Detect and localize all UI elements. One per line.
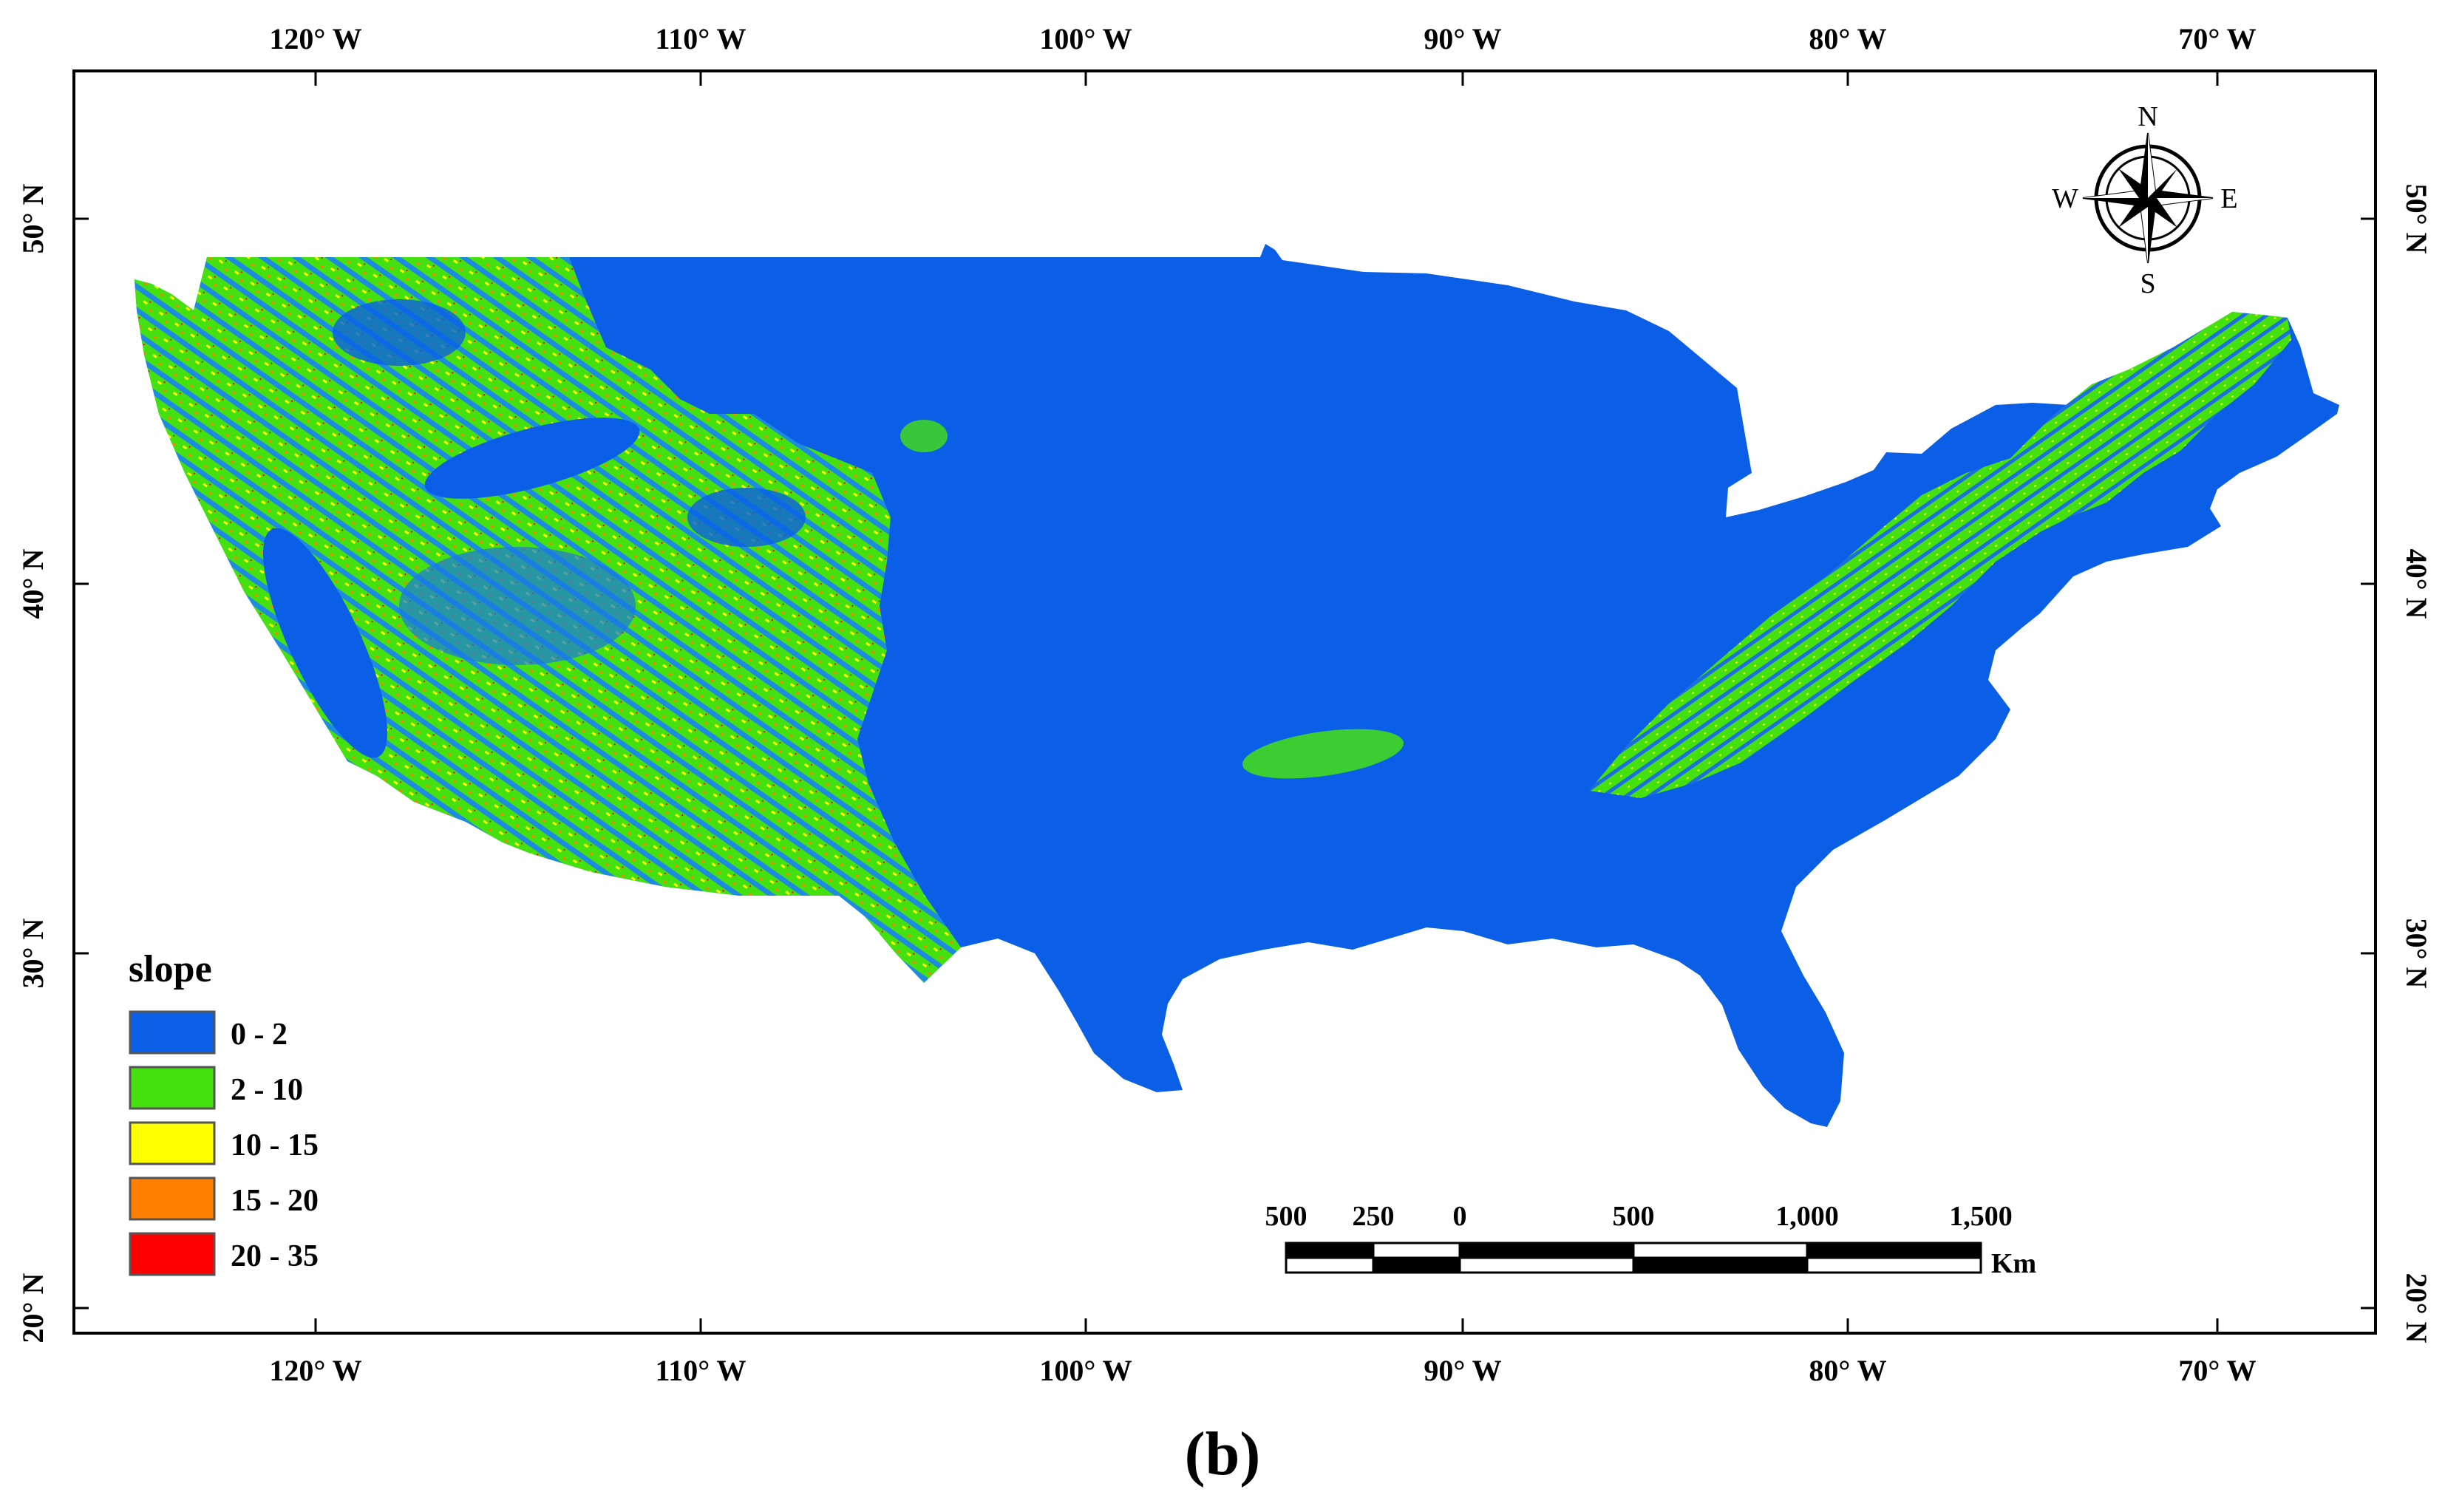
lon-label-90w-top: 90° W [1424, 22, 1501, 55]
legend-item: 15 - 20 [129, 1176, 319, 1221]
lon-label-100w-bottom: 100° W [1039, 1354, 1132, 1387]
lon-label-90w-bottom: 90° W [1424, 1354, 1501, 1387]
legend-swatch [129, 1010, 216, 1055]
legend-item: 2 - 10 [129, 1066, 303, 1110]
compass-w: W [2052, 183, 2078, 214]
lat-label-50n-left: 50° N [16, 183, 50, 253]
compass-e: E [2220, 183, 2237, 214]
scale-segment [1458, 1242, 1635, 1259]
scale-segment [1632, 1256, 1809, 1274]
legend-item-label: 2 - 10 [231, 1073, 303, 1107]
legend-item-label: 10 - 15 [231, 1128, 319, 1162]
legend-item: 10 - 15 [129, 1121, 319, 1165]
scale-segment [1806, 1242, 1982, 1259]
graticule-ticks [74, 71, 2376, 1333]
lon-label-70w-bottom: 70° W [2178, 1354, 2256, 1387]
great-basin-flat [399, 547, 636, 665]
legend-item-label: 20 - 35 [231, 1239, 319, 1273]
lat-label-20n-right: 20° N [2400, 1273, 2433, 1344]
legend-item: 0 - 2 [129, 1010, 288, 1055]
lat-label-40n-right: 40° N [2400, 549, 2433, 619]
lat-label-50n-right: 50° N [2400, 184, 2433, 254]
legend: slope 0 - 2 2 - 10 10 - 15 15 - 20 20 - … [129, 948, 319, 1276]
north-arrow: N S E W [2052, 101, 2238, 299]
scale-label-500-left: 500 [1265, 1201, 1307, 1232]
scale-segment [1285, 1256, 1375, 1274]
lon-label-120w-bottom: 120° W [269, 1354, 361, 1387]
legend-swatch [129, 1176, 216, 1221]
scale-label-1000: 1,000 [1775, 1201, 1839, 1232]
scale-segment [1372, 1242, 1461, 1259]
lon-label-110w-top: 110° W [655, 22, 746, 55]
compass-star-diagonal [2118, 168, 2177, 228]
compass-star-main-highlight-e [2148, 198, 2213, 205]
scale-label-500: 500 [1613, 1201, 1655, 1232]
lon-label-120w-top: 120° W [269, 22, 361, 55]
scale-segment [1632, 1242, 1809, 1259]
legend-swatch [129, 1066, 216, 1110]
scale-segment [1372, 1256, 1461, 1274]
black-hills-slope [900, 420, 948, 452]
scale-segment [1806, 1256, 1982, 1274]
compass-star-main-highlight-w [2083, 191, 2148, 198]
compass-star-main-highlight-s [2140, 198, 2148, 263]
lon-label-80w-bottom: 80° W [1809, 1354, 1886, 1387]
longitude-labels-top: 120° W 110° W 100° W 90° W 80° W 70° W [269, 22, 2256, 55]
lat-label-30n-right: 30° N [2400, 919, 2433, 989]
legend-title: slope [129, 948, 212, 990]
scale-label-1500: 1,500 [1949, 1201, 2013, 1232]
slope-raster [135, 244, 2339, 1127]
lon-label-110w-bottom: 110° W [655, 1354, 746, 1387]
wyoming-basin [687, 488, 806, 547]
legend-swatch [129, 1232, 216, 1276]
lon-label-80w-top: 80° W [1809, 22, 1886, 55]
scale-label-0: 0 [1453, 1201, 1467, 1232]
legend-item-label: 15 - 20 [231, 1184, 319, 1218]
compass-star-main-highlight [2148, 133, 2155, 198]
legend-item-label: 0 - 2 [231, 1018, 288, 1052]
lon-label-70w-top: 70° W [2178, 22, 2256, 55]
longitude-labels-bottom: 120° W 110° W 100° W 90° W 80° W 70° W [269, 1354, 2256, 1387]
legend-swatch [129, 1121, 216, 1165]
central-valley-basin [263, 528, 387, 758]
compass-s: S [2140, 268, 2155, 299]
compass-n: N [2138, 101, 2157, 132]
panel-label: (b) [1185, 1420, 1261, 1488]
ozark-slope [1242, 729, 1404, 779]
legend-item: 20 - 35 [129, 1232, 319, 1276]
columbia-plateau [333, 299, 466, 366]
scale-unit: Km [1991, 1248, 2036, 1279]
scale-label-250: 250 [1353, 1201, 1395, 1232]
lon-label-100w-top: 100° W [1039, 22, 1132, 55]
appalachian-slope [1589, 312, 2291, 798]
snake-river-plain [424, 418, 640, 499]
lat-label-30n-left: 30° N [16, 918, 50, 988]
scale-segment [1285, 1242, 1375, 1259]
latitude-labels-right: 50° N 40° N 30° N 20° N [2400, 184, 2433, 1344]
scale-segment [1458, 1256, 1635, 1274]
lat-label-20n-left: 20° N [16, 1273, 50, 1343]
scale-bar: 500 250 0 500 1,000 1,500 Km [1265, 1201, 2037, 1279]
lat-label-40n-left: 40° N [16, 548, 50, 619]
latitude-labels-left: 50° N 40° N 30° N 20° N [16, 183, 50, 1343]
